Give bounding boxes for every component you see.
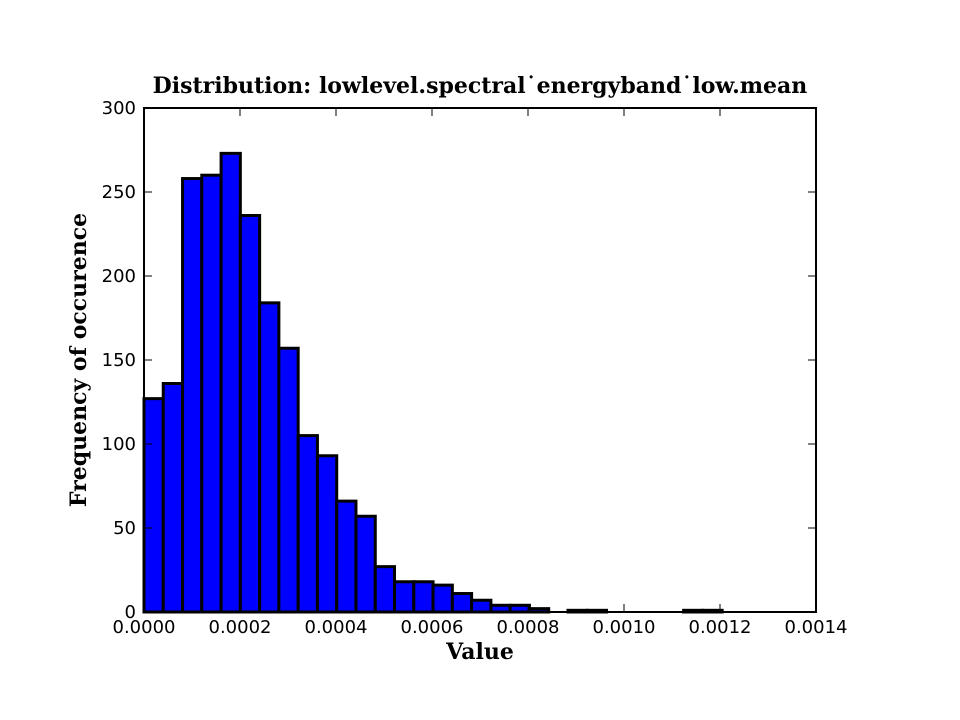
y-tick-label: 250 — [102, 182, 136, 203]
histogram-bar — [373, 565, 397, 614]
y-axis-label: Frequency of occurence — [66, 213, 92, 507]
x-tick-label: 0.0004 — [305, 617, 368, 638]
histogram-bar — [470, 598, 493, 614]
y-tick-label: 0 — [125, 602, 136, 623]
histogram-bar — [200, 173, 223, 614]
histogram-bar — [354, 514, 377, 614]
histogram-bar — [393, 580, 416, 614]
y-tick-label: 50 — [113, 518, 136, 539]
histogram-bar — [450, 592, 474, 614]
histogram-bar — [335, 499, 358, 614]
x-tick-label: 0.0006 — [401, 617, 464, 638]
histogram-bar — [181, 177, 204, 614]
histogram-bar — [277, 346, 300, 614]
histogram-bar — [296, 434, 319, 614]
x-tick-labels: 0.0000 0.0002 0.0004 0.0006 0.0008 0.0010 0.00… — [113, 617, 848, 638]
x-tick-label: 0.0012 — [689, 617, 752, 638]
x-tick-label: 0.0008 — [497, 617, 560, 638]
histogram-bar — [219, 151, 242, 614]
histogram-bar — [508, 603, 531, 614]
histogram-bar — [431, 583, 454, 614]
y-tick-label: 200 — [102, 266, 136, 287]
y-tick-labels: 0 50 100 150 200 250 300 — [102, 98, 136, 623]
x-tick-label: 0.0014 — [785, 617, 848, 638]
x-tick-label: 0.0010 — [593, 617, 656, 638]
histogram-bar — [161, 382, 185, 614]
histogram-bar — [412, 580, 435, 614]
histogram-bars — [142, 151, 724, 614]
histogram-bar — [238, 214, 262, 614]
histogram-bar — [142, 397, 165, 614]
histogram-bar — [258, 301, 281, 614]
x-tick-label: 0.0002 — [209, 617, 272, 638]
chart-title: Distribution: lowlevel.spectral˙energyba… — [153, 73, 808, 99]
histogram-bar — [489, 603, 512, 614]
y-tick-label: 100 — [102, 434, 136, 455]
y-tick-label: 300 — [102, 98, 136, 119]
histogram-bar — [315, 454, 339, 614]
y-tick-label: 150 — [102, 350, 136, 371]
x-axis-label: Value — [445, 639, 514, 665]
x-tick-label: 0.0000 — [113, 617, 176, 638]
plot-frame — [143, 107, 817, 613]
